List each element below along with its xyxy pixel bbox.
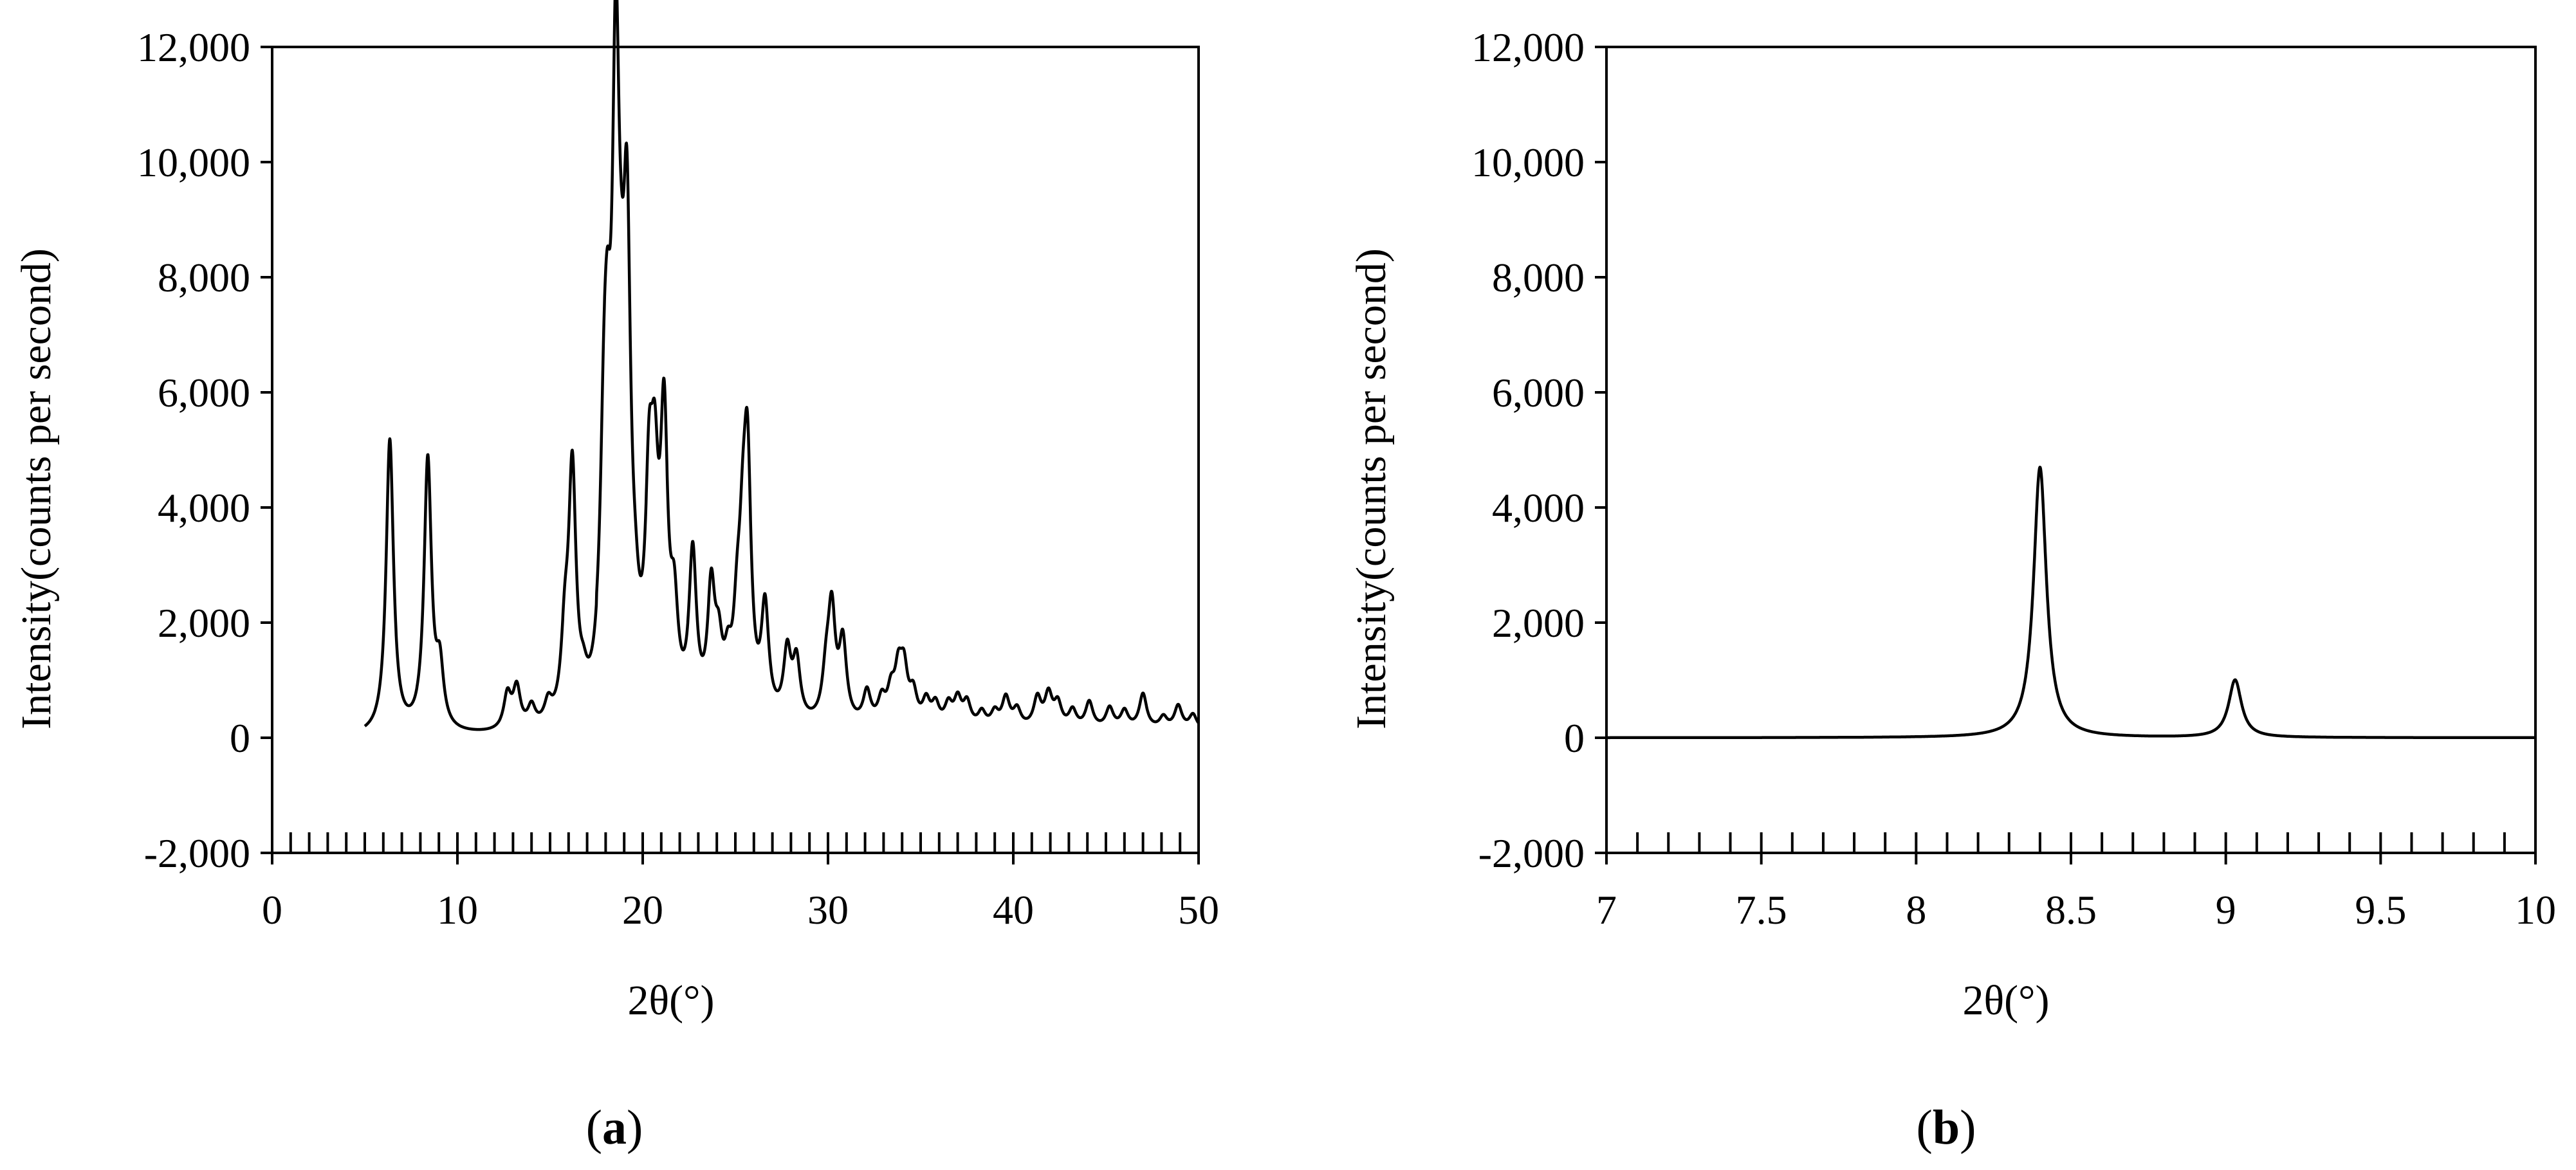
y-tick-label: 8,000 [1492, 255, 1585, 300]
x-tick-label: 10 [2515, 887, 2556, 933]
diffraction-pattern-line [363, 0, 1200, 731]
y-tick-label: 10,000 [137, 140, 250, 185]
y-tick-label: 10,000 [1471, 140, 1585, 185]
y-tick-label: 8,000 [158, 255, 250, 300]
y-tick-label: 2,000 [158, 600, 250, 646]
y-tick-label: -2,000 [144, 830, 250, 876]
x-tick-label: 8 [1906, 887, 1926, 933]
y-axis-title: Intensity(counts per second) [13, 248, 60, 729]
panel-label-b: (b) [1917, 1101, 1976, 1155]
y-axis-ticks: -2,000 0 2,000 4,000 6,000 8,000 10,000 12,000 [1471, 24, 1606, 876]
x-tick-label: 8.5 [2045, 887, 2097, 933]
chart-panel-a: -2,00002,0004,0006,0008,00010,00012,000 … [13, 0, 1219, 1155]
x-axis-title: 2θ(°) [628, 977, 715, 1024]
y-axis-title: Intensity(counts per second) [1348, 248, 1395, 729]
x-axis-ticks: 7 7.5 8 8.5 9 9.5 10 [1596, 853, 2556, 933]
y-tick-label: 6,000 [158, 370, 250, 416]
y-tick-label: 0 [230, 715, 250, 761]
y-tick-label: 2,000 [1492, 600, 1585, 646]
x-tick-label: 7.5 [1736, 887, 1787, 933]
x-tick-label: 10 [437, 887, 478, 933]
x-tick-label: 9 [2216, 887, 2236, 933]
y-tick-label: -2,000 [1478, 830, 1585, 876]
minor-tick-marks [1636, 832, 2506, 853]
y-tick-label: 4,000 [1492, 485, 1585, 531]
y-tick-label: 0 [1564, 715, 1585, 761]
y-tick-label: 4,000 [158, 485, 250, 531]
chart-panel-b: -2,00002,0004,0006,0008,00010,00012,000 … [1348, 24, 2556, 1155]
y-tick-label: 6,000 [1492, 370, 1585, 416]
x-axis-title: 2θ(°) [1963, 977, 2050, 1024]
x-tick-label: 20 [622, 887, 663, 933]
x-axis-ticks: 0 10 20 30 40 50 [262, 853, 1219, 933]
x-tick-label: 30 [807, 887, 849, 933]
diffraction-pattern-line [1605, 466, 2537, 740]
x-tick-label: 9.5 [2355, 887, 2406, 933]
x-tick-label: 0 [262, 887, 282, 933]
panel-label-a: (a) [586, 1101, 643, 1155]
y-tick-label: 12,000 [1471, 24, 1585, 70]
y-tick-label: 12,000 [137, 24, 250, 70]
x-tick-label: 50 [1178, 887, 1219, 933]
minor-tick-marks [289, 832, 1182, 853]
y-axis-ticks: -2,000 0 2,000 4,000 6,000 8,000 10,000 12,000 [137, 24, 272, 876]
x-tick-label: 7 [1596, 887, 1617, 933]
x-tick-label: 40 [993, 887, 1034, 933]
